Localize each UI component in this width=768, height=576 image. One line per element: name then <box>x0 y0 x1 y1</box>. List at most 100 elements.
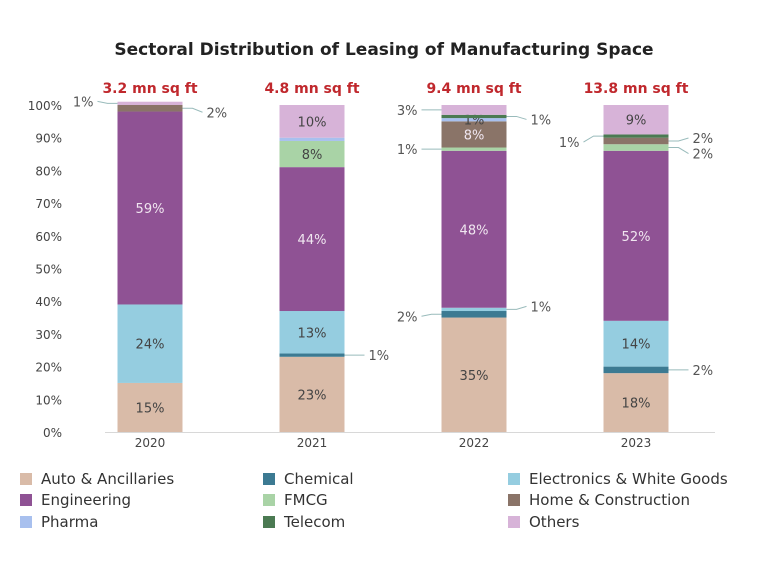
data-label: 24% <box>136 338 165 353</box>
legend-label: Auto & Ancillaries <box>41 470 175 488</box>
data-label: 23% <box>298 388 327 403</box>
bar-segment <box>441 311 507 318</box>
bar-segment <box>441 307 507 312</box>
y-tick-label: 50% <box>35 263 62 277</box>
bar-segment <box>603 137 669 145</box>
data-label: 2% <box>693 132 714 147</box>
bar-segment <box>441 118 507 122</box>
bar-segment <box>603 320 669 367</box>
bar-segment <box>279 311 345 354</box>
legend-label: Telecom <box>284 513 346 531</box>
legend-label: Others <box>529 513 580 531</box>
legend-label: Engineering <box>41 491 131 509</box>
x-tick-label: 2021 <box>297 436 328 450</box>
data-label: 2% <box>693 364 714 379</box>
data-label: 1% <box>73 95 94 110</box>
y-tick-label: 70% <box>35 197 62 211</box>
legend-item: Chemical <box>263 470 354 488</box>
bar-segment <box>441 317 507 432</box>
callout-line <box>668 137 689 142</box>
total-label: 4.8 mn sq ft <box>264 81 359 97</box>
legend-item: Auto & Ancillaries <box>20 470 174 488</box>
callout-line <box>182 107 203 113</box>
total-label: 13.8 mn sq ft <box>584 81 689 97</box>
legend-swatch <box>263 516 275 528</box>
bar-segment <box>441 105 507 115</box>
callout-line <box>97 100 118 104</box>
legend-item: Pharma <box>20 513 98 531</box>
callout-line <box>668 147 689 154</box>
data-label: 8% <box>302 148 323 163</box>
bar-segment <box>603 373 669 432</box>
bar-segment <box>441 147 507 151</box>
data-label: 1% <box>559 136 580 151</box>
legend-item: Engineering <box>20 491 131 509</box>
data-label: 18% <box>622 397 651 412</box>
data-label: 1% <box>369 349 390 364</box>
chart-title: Sectoral Distribution of Leasing of Manu… <box>114 40 654 60</box>
y-tick-label: 30% <box>35 328 62 342</box>
legend-swatch <box>508 473 520 485</box>
bar-segment <box>603 150 669 321</box>
bar-segment <box>279 167 345 312</box>
data-label: 2% <box>397 310 418 325</box>
legend-item: FMCG <box>263 491 328 509</box>
bar-segment <box>603 144 669 151</box>
legend-label: Pharma <box>41 513 99 531</box>
callout-line <box>583 135 604 143</box>
data-label: 59% <box>136 202 165 217</box>
legend-swatch <box>20 494 32 506</box>
data-label: 1% <box>397 143 418 158</box>
bar-segment <box>117 105 183 112</box>
bar-segment <box>117 304 183 383</box>
y-tick-label: 100% <box>28 99 62 113</box>
legend-swatch <box>508 516 520 528</box>
bar-segment <box>279 137 345 141</box>
total-label: 3.2 mn sq ft <box>102 81 197 97</box>
legend-label: Home & Construction <box>529 491 691 509</box>
callout-line <box>506 115 527 120</box>
legend-swatch <box>263 473 275 485</box>
bar-segment <box>279 356 345 432</box>
y-tick-label: 80% <box>35 164 62 178</box>
data-label: 48% <box>460 223 489 238</box>
legend-label: FMCG <box>284 491 328 509</box>
y-tick-label: 40% <box>35 295 62 309</box>
bar-segment <box>441 150 507 308</box>
y-tick-label: 60% <box>35 230 62 244</box>
data-label: 8% <box>464 128 485 143</box>
x-tick-label: 2022 <box>459 436 490 450</box>
data-label: 2% <box>207 106 228 121</box>
bar-segment <box>279 140 345 168</box>
bar-segment <box>279 353 345 357</box>
bar-segment <box>117 111 183 305</box>
data-label: 15% <box>136 401 165 416</box>
legend-label: Chemical <box>284 470 354 488</box>
data-label: 44% <box>298 233 327 248</box>
callout-line <box>506 305 527 310</box>
y-tick-label: 0% <box>43 426 62 440</box>
legend-swatch <box>20 473 32 485</box>
legend-swatch <box>263 494 275 506</box>
total-label: 9.4 mn sq ft <box>426 81 521 97</box>
data-label: 14% <box>622 338 651 353</box>
bar-segment <box>441 114 507 119</box>
data-label: 3% <box>397 104 418 119</box>
legend-swatch <box>20 516 32 528</box>
bar-segment <box>279 105 345 138</box>
legend-item: Telecom <box>263 513 345 531</box>
y-tick-label: 90% <box>35 132 62 146</box>
bar-segment <box>117 101 183 105</box>
legend-item: Others <box>508 513 579 531</box>
data-label: 1% <box>531 113 552 128</box>
bar-segment <box>603 105 669 135</box>
legend-swatch <box>508 494 520 506</box>
data-label: 2% <box>693 148 714 163</box>
data-label: 52% <box>622 230 651 245</box>
y-tick-label: 10% <box>35 393 62 407</box>
legend-item: Electronics & White Goods <box>508 470 728 488</box>
legend-item: Home & Construction <box>508 491 690 509</box>
bar-segment <box>603 366 669 374</box>
